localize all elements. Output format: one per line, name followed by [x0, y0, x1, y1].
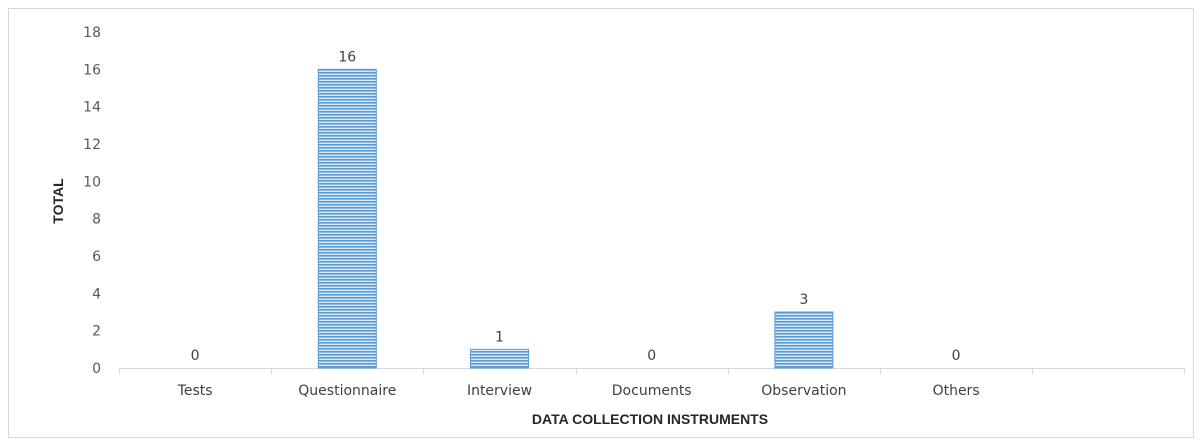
x-category-label: Observation	[761, 383, 846, 399]
y-tick-label: 14	[83, 100, 101, 116]
x-axis: Tests Questionnaire Interview Documents Obse…	[119, 368, 1185, 399]
x-category-label: Interview	[467, 383, 532, 399]
chart-frame	[8, 8, 1194, 438]
bar	[774, 311, 834, 369]
data-label: 0	[647, 348, 656, 364]
y-tick-label: 12	[83, 137, 101, 153]
y-tick-label: 0	[92, 361, 101, 377]
bar	[317, 68, 377, 369]
data-label: 3	[799, 292, 808, 308]
bars	[317, 68, 834, 369]
x-category-label: Documents	[612, 383, 692, 399]
y-tick-label: 18	[83, 25, 101, 41]
data-label: 0	[191, 348, 200, 364]
y-tick-label: 16	[83, 62, 101, 78]
x-axis-title: DATA COLLECTION INSTRUMENTS	[532, 411, 768, 427]
data-label: 0	[952, 348, 961, 364]
x-category-label: Questionnaire	[298, 383, 396, 399]
x-category-label: Others	[933, 383, 980, 399]
y-axis-title: TOTAL	[50, 178, 66, 224]
data-label: 1	[495, 329, 504, 345]
bar	[470, 348, 529, 369]
x-category-label: Tests	[177, 383, 213, 399]
y-tick-label: 8	[92, 212, 101, 228]
y-tick-label: 10	[83, 174, 101, 190]
y-tick-label: 6	[92, 249, 101, 265]
y-tick-label: 4	[92, 286, 101, 302]
y-axis: 0 2 4 6 8 10 12 14 16 18	[83, 25, 101, 377]
data-labels: 0 16 1 0 3 0	[191, 49, 961, 364]
data-label: 16	[338, 49, 356, 65]
y-tick-label: 2	[92, 324, 101, 340]
